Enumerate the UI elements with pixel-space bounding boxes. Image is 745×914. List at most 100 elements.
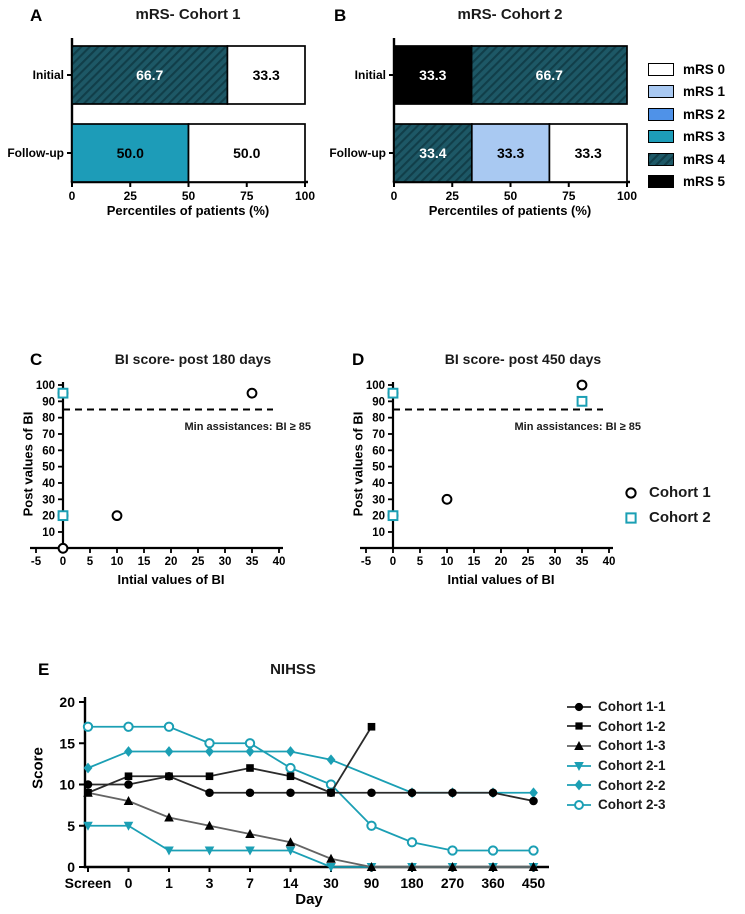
series-line-cohort-2-2 [87,750,534,794]
x-tick-label: 50 [182,189,196,203]
diamond-filled-marker [124,746,133,757]
triangle-up-filled-marker [488,862,498,871]
circle-open-marker-shape [447,845,458,856]
nihss-legend-item: Cohort 2-2 [566,775,666,795]
circle-marker-shape [245,788,255,798]
triangle-up-marker-shape [326,853,336,863]
panel-a-xaxis-label: Percentiles of patients (%) [106,203,270,218]
triangle-up-filled-marker [204,820,215,830]
circle-filled-marker [326,788,336,798]
cohort-legend: Cohort 1 Cohort 2 [622,480,711,530]
triangle-up-filled-marker [164,812,174,822]
square-open-marker-shape [387,387,399,399]
panel-label-e: E [38,660,50,679]
circle-open-marker-shape [285,762,296,774]
square-filled-marker [367,722,376,731]
square-open-marker [387,510,399,522]
mrs0-swatch-icon [648,62,674,76]
x-tick-label: 10 [441,556,454,568]
x-tick-label: 270 [441,875,465,891]
legend-marker-svg [567,761,591,771]
circle-open-marker [366,820,377,831]
mrs2-swatch-icon [648,107,674,121]
nihss-legend-label: Cohort 2-1 [598,758,666,774]
circle-filled-marker [83,780,93,789]
y-tick-label: 30 [372,494,385,506]
mrs4-hatched-swatch-icon [648,152,674,166]
nihss-legend-label: Cohort 1-2 [598,718,666,734]
y-tick-label: 80 [372,413,385,425]
square-open-marker [57,387,69,399]
diamond-marker-shape [205,746,214,757]
triangle-up-marker-shape [488,862,498,871]
mrs-legend-label: mRS 3 [683,129,726,145]
bar-segment-mrs0 [548,123,628,183]
mrs-legend-label: mRS 0 [683,61,726,77]
legend-marker-svg [567,702,591,711]
cohort2-square-marker-icon [622,509,640,527]
triangle-up-marker-shape [407,862,417,871]
y-tick-label: 50 [42,462,55,474]
circle-open-marker-shape [246,387,258,399]
circle-open-marker [576,379,588,391]
square-open-marker-shape [57,510,69,522]
x-tick-label: 15 [468,556,481,568]
square-marker-shape [205,772,214,781]
nihss-legend-label: Cohort 1-1 [598,699,666,715]
panel-a-bar-chart: 0 25 50 75 100 Initial 66.7 33.3 Follow-up 50.0 50… [7,38,315,203]
diamond-filled-marker [245,746,255,757]
x-tick-label: 0 [125,875,133,891]
x-tick-label: 25 [522,556,535,568]
triangle-up-filled-marker [447,862,458,871]
circle-filled-marker [245,788,255,798]
series-line-cohort-2-3 [88,725,534,852]
triangle-down-marker-shape [83,821,93,831]
y-tick-label: 10 [372,527,385,539]
circle-open-marker [123,721,134,732]
triangle-up-marker-shape [574,740,584,750]
bar-segment-value: 33.3 [419,67,446,83]
x-tick-label: 40 [273,556,286,568]
y-tick-label: 50 [372,462,385,474]
nihss-legend-label: Cohort 2-3 [598,797,666,813]
circle-marker-shape [83,780,93,789]
triangle-up-filled-marker [326,853,336,863]
circle-marker-shape [205,788,214,798]
triangle-up-marker-shape [528,862,539,871]
bar-segment-value: 66.7 [136,67,163,83]
x-tick-label: 0 [60,556,66,568]
circle-open-marker-shape [576,379,588,391]
x-tick-label: 20 [495,556,508,568]
bar-segment-mrs0 [226,45,306,105]
y-tick-label: 40 [42,478,55,490]
x-tick-label: 5 [417,556,424,568]
triangle-up-marker-shape [164,812,174,822]
panel-e-title: NIHSS [270,661,316,678]
y-tick-label: 40 [372,478,385,490]
circle-marker-shape [164,771,174,781]
square-open-marker-shape [387,510,399,522]
x-tick-label: 20 [165,556,178,568]
circle-open-marker [447,845,458,856]
y-tick-label: 80 [42,413,55,425]
cohort-legend-item: Cohort 2 [622,505,711,530]
mrs-legend-item: mRS 1 [648,81,725,104]
diamond-filled-marker [574,779,584,791]
x-tick-label: 450 [522,875,546,891]
x-tick-label: 14 [283,875,299,891]
y-tick-label: 15 [59,735,75,751]
circle-open-marker-shape [111,510,123,522]
x-tick-label: 1 [165,875,173,891]
circle-marker-shape [124,780,133,789]
nihss-legend-label: Cohort 2-2 [598,777,666,793]
x-tick-label: 180 [400,875,424,891]
triangle-up-marker-shape [123,796,134,805]
circle-open-marker [625,486,637,499]
y-tick-label: 20 [59,694,75,710]
mrs-legend-item: mRS 0 [648,58,725,81]
x-tick-label: 75 [562,189,576,203]
circle-filled-marker [205,788,214,798]
circle-filled-marker [529,796,538,806]
circle-open-marker-shape [82,721,94,732]
y-tick-label: 60 [372,445,385,457]
